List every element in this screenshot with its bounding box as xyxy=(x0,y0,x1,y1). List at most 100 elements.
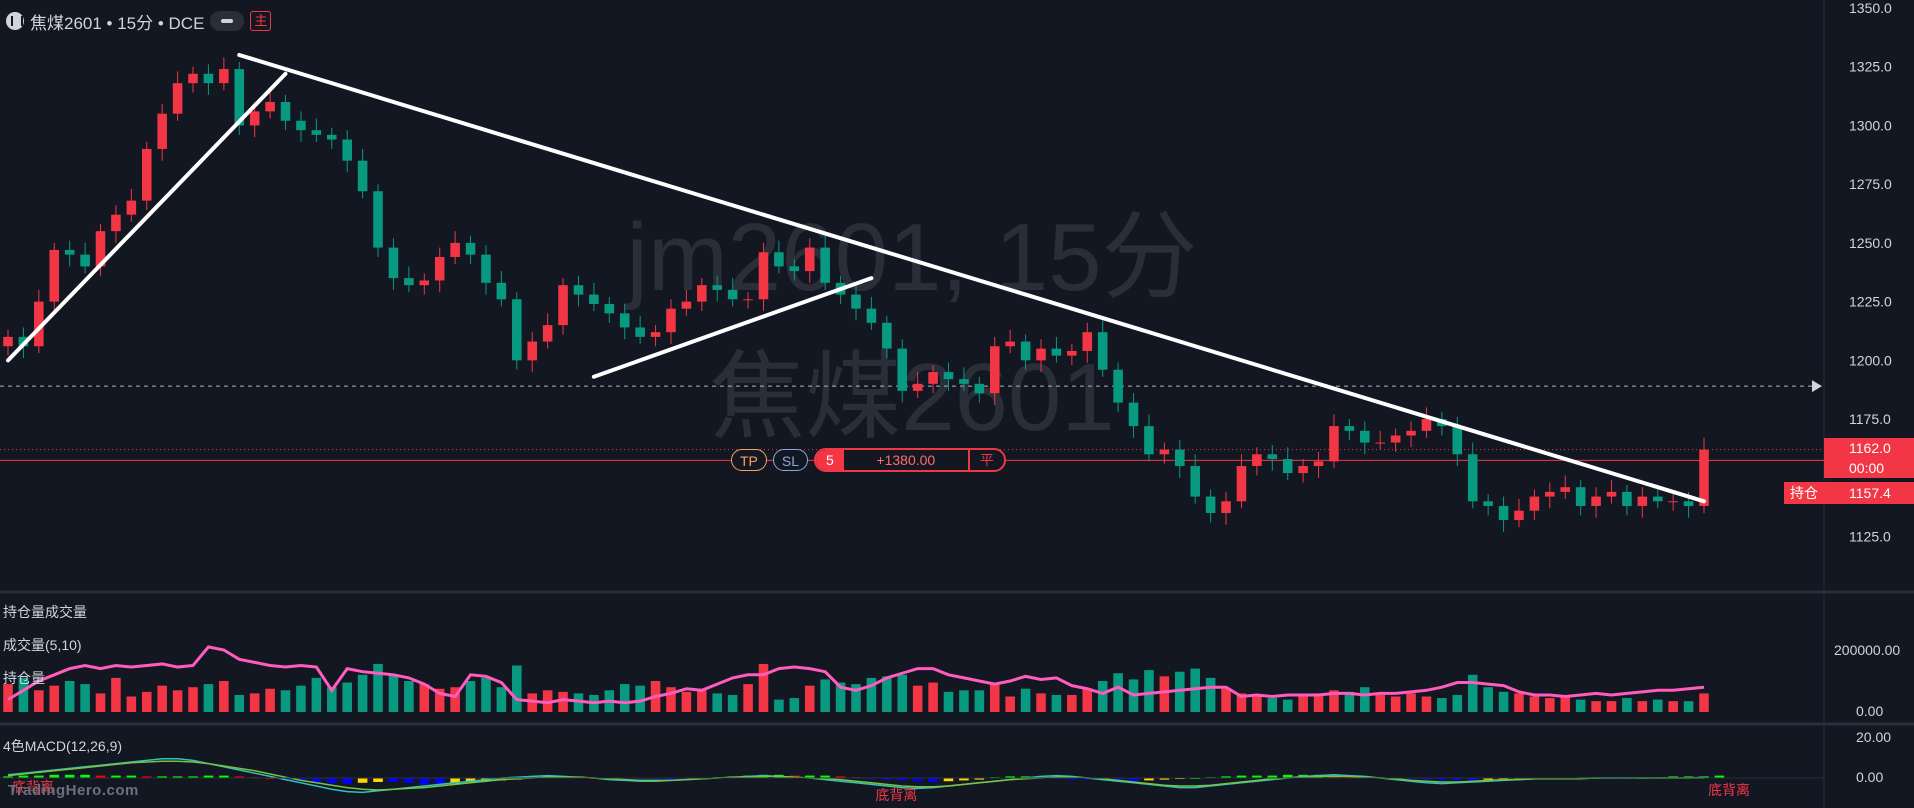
volume-bar xyxy=(1637,701,1648,712)
volume-bar xyxy=(1606,701,1617,712)
candle-body xyxy=(1421,419,1432,431)
macd-histogram-bar xyxy=(419,778,430,785)
volume-bar xyxy=(1144,670,1154,712)
volume-bar xyxy=(959,690,969,712)
candle-body xyxy=(512,299,522,361)
exchange-logo-icon xyxy=(6,12,24,30)
macd-histogram-bar xyxy=(404,778,414,783)
volume-bar xyxy=(697,688,707,712)
macd-histogram-bar xyxy=(434,778,445,786)
macd-histogram-bar xyxy=(172,776,183,778)
volume-bar xyxy=(465,681,476,712)
volume-bar xyxy=(172,690,183,712)
candle-body xyxy=(234,69,245,126)
position-line-label[interactable]: 5 +1380.00 平 xyxy=(814,448,1006,472)
take-profit-button[interactable]: TP xyxy=(731,449,767,471)
macd-histogram-bar xyxy=(1236,775,1247,778)
macd-histogram-bar xyxy=(1437,778,1447,781)
volume-bar xyxy=(280,690,291,712)
macd-histogram-bar xyxy=(912,778,923,782)
candle-body xyxy=(1514,510,1524,521)
candle-body xyxy=(280,101,291,121)
candle-body xyxy=(219,69,229,84)
candle-body xyxy=(804,247,815,272)
symbol-title[interactable]: 焦煤2601 • 15分 • DCE xyxy=(30,13,205,33)
price-axis-tick: 1200.0 xyxy=(1849,352,1892,368)
candle-body xyxy=(758,252,769,300)
macd-histogram-bar xyxy=(327,778,337,783)
candle-body xyxy=(912,383,923,391)
volume-bar xyxy=(758,663,769,712)
price-axis-tick: 1250.0 xyxy=(1849,235,1892,251)
volume-bar xyxy=(1175,671,1185,712)
macd-histogram-bar xyxy=(820,775,830,778)
volume-bar xyxy=(1514,693,1524,712)
candle-body xyxy=(1097,332,1108,370)
candle-body xyxy=(434,256,445,281)
macd-histogram-bar xyxy=(666,778,676,780)
candle-body xyxy=(573,285,584,295)
macd-histogram-bar xyxy=(111,775,121,778)
stop-loss-button[interactable]: SL xyxy=(772,449,809,471)
volume-bar xyxy=(512,665,522,712)
volume-bar xyxy=(18,677,29,712)
close-position-button[interactable]: 平 xyxy=(967,450,1004,470)
macd-histogram-bar xyxy=(465,778,476,782)
volume-bar xyxy=(712,693,723,712)
candle-body xyxy=(249,111,260,126)
trendline[interactable] xyxy=(591,276,874,379)
candle-body xyxy=(404,278,414,286)
position-quantity: 5 xyxy=(816,450,844,470)
symbol-header[interactable]: 焦煤2601 • 15分 • DCE 主 xyxy=(6,9,272,33)
volume-bar xyxy=(1375,694,1385,712)
candle-body xyxy=(619,313,630,328)
candle-body xyxy=(866,308,877,323)
candle-body xyxy=(172,83,183,114)
collapse-toggle-icon[interactable] xyxy=(210,11,245,31)
candle-body xyxy=(882,322,892,349)
volume-bar xyxy=(80,684,90,712)
candle-body xyxy=(1175,449,1185,467)
divergence-label: 底背离 xyxy=(12,779,54,795)
candle-body xyxy=(1529,496,1540,511)
macd-histogram-bar xyxy=(157,776,167,778)
volume-pane-title: 持仓量成交量 xyxy=(3,604,87,620)
volume-axis-tick: 0.00 xyxy=(1856,703,1883,719)
macd-histogram-bar xyxy=(681,778,692,780)
macd-histogram-bar xyxy=(49,774,60,778)
trendline[interactable] xyxy=(237,52,1706,504)
volume-bar xyxy=(1190,668,1200,712)
volume-bar xyxy=(619,684,630,712)
macd-histogram-bar xyxy=(311,778,322,782)
volume-bar xyxy=(804,685,815,712)
candle-body xyxy=(49,249,60,302)
volume-bar xyxy=(1344,691,1355,712)
candle-body xyxy=(820,247,830,283)
macd-histogram-bar xyxy=(188,776,198,778)
candle-body xyxy=(1067,350,1077,356)
trendline[interactable] xyxy=(6,71,288,363)
position-order-bar[interactable]: TP SL 5 +1380.00 平 xyxy=(731,448,1006,472)
open-interest-line xyxy=(7,645,1705,705)
candle-body xyxy=(1575,487,1586,506)
candle-body xyxy=(1282,458,1293,474)
macd-histogram-bar xyxy=(1683,776,1694,778)
volume-bar xyxy=(573,693,584,712)
volume-bar xyxy=(219,681,229,712)
candle-body xyxy=(3,336,13,347)
candle-body xyxy=(388,247,399,279)
macd-histogram-bar xyxy=(450,778,460,784)
candle-body xyxy=(974,383,985,394)
divergence-label: 底背离 xyxy=(875,787,917,803)
macd-histogram-bar xyxy=(959,778,969,781)
divergence-label: 底背离 xyxy=(1708,782,1750,798)
macd-dif-line xyxy=(7,758,1705,794)
volume-bar xyxy=(1529,696,1540,712)
macd-histogram-bar xyxy=(1267,775,1278,778)
price-axis-tick: 1300.0 xyxy=(1849,117,1892,133)
volume-bar xyxy=(265,688,275,712)
macd-histogram-bar xyxy=(280,778,291,780)
macd-histogram-bar xyxy=(1714,775,1725,778)
volume-bar xyxy=(666,687,676,712)
